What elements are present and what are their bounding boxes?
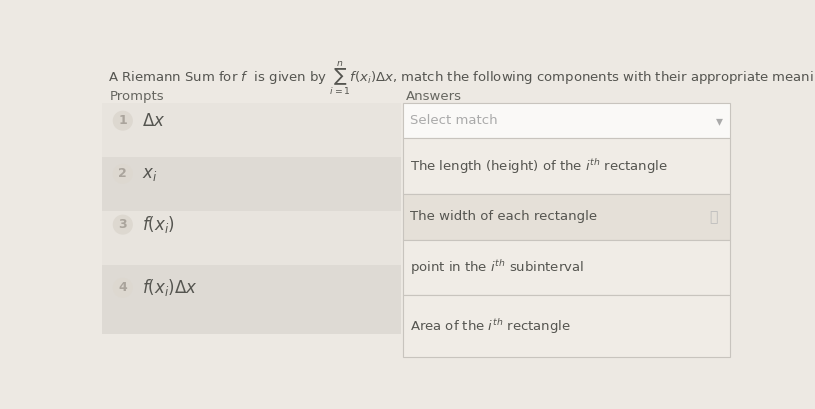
Text: 1: 1 bbox=[118, 114, 127, 127]
FancyBboxPatch shape bbox=[102, 157, 401, 211]
FancyBboxPatch shape bbox=[403, 295, 729, 357]
FancyBboxPatch shape bbox=[403, 194, 729, 240]
Text: Prompts: Prompts bbox=[110, 90, 165, 103]
Circle shape bbox=[112, 164, 133, 184]
FancyBboxPatch shape bbox=[403, 103, 729, 138]
Text: The width of each rectangle: The width of each rectangle bbox=[410, 211, 597, 223]
Circle shape bbox=[112, 278, 133, 298]
Text: ▾: ▾ bbox=[716, 114, 724, 128]
Text: point in the $i^{th}$ subinterval: point in the $i^{th}$ subinterval bbox=[410, 258, 584, 277]
Text: A Riemann Sum for $f$  is given by $\sum_{i=1}^{n}f(x_i)\Delta x$, match the fol: A Riemann Sum for $f$ is given by $\sum_… bbox=[108, 60, 815, 98]
Text: The length (height) of the $i^{th}$ rectangle: The length (height) of the $i^{th}$ rect… bbox=[410, 157, 668, 175]
Text: 👋: 👋 bbox=[710, 210, 718, 224]
Text: Answers: Answers bbox=[406, 90, 461, 103]
Text: Area of the $i^{th}$ rectangle: Area of the $i^{th}$ rectangle bbox=[410, 317, 571, 336]
FancyBboxPatch shape bbox=[102, 211, 401, 265]
Text: $\Delta x$: $\Delta x$ bbox=[142, 112, 165, 130]
FancyBboxPatch shape bbox=[102, 265, 401, 334]
Text: $f(x_i)$: $f(x_i)$ bbox=[142, 214, 175, 235]
Text: 3: 3 bbox=[118, 218, 127, 231]
Text: Select match: Select match bbox=[410, 114, 498, 127]
Circle shape bbox=[112, 111, 133, 131]
FancyBboxPatch shape bbox=[403, 138, 729, 194]
FancyBboxPatch shape bbox=[102, 103, 401, 157]
FancyBboxPatch shape bbox=[403, 240, 729, 295]
Text: 4: 4 bbox=[118, 281, 127, 294]
Text: $x_i$: $x_i$ bbox=[142, 165, 157, 183]
Text: $f(x_i)\Delta x$: $f(x_i)\Delta x$ bbox=[142, 277, 198, 298]
Text: 2: 2 bbox=[118, 167, 127, 180]
Circle shape bbox=[112, 215, 133, 235]
